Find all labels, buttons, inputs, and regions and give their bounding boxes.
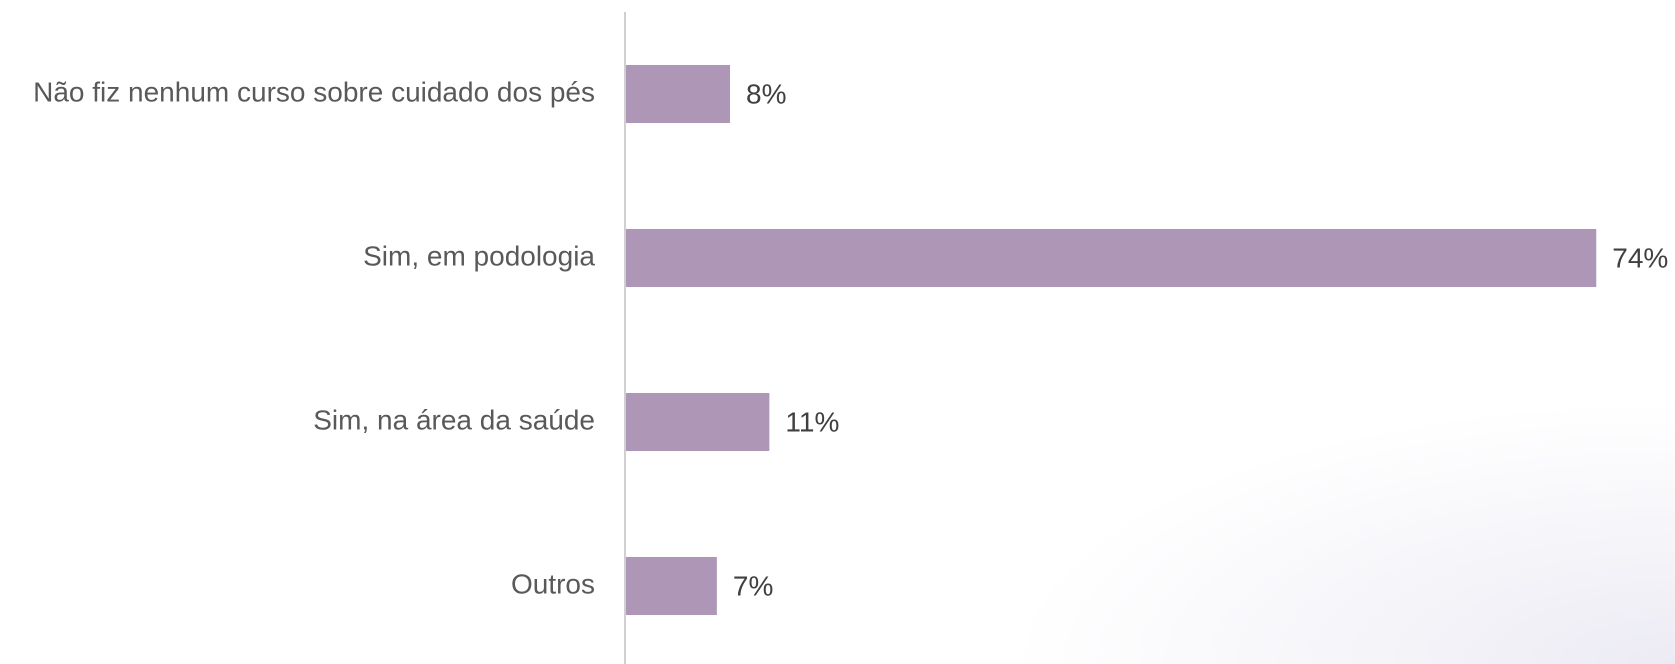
data-label: 11%: [785, 406, 839, 437]
bar: [625, 65, 730, 123]
category-label: Sim, em podologia: [363, 240, 595, 271]
data-label: 7%: [733, 570, 773, 601]
category-label: Não fiz nenhum curso sobre cuidado dos p…: [33, 76, 595, 107]
data-label: 8%: [746, 78, 786, 109]
bar: [625, 229, 1597, 287]
category-label: Outros: [511, 568, 595, 599]
bar: [625, 557, 717, 615]
data-label: 74%: [1612, 242, 1668, 273]
bar: [625, 393, 770, 451]
category-label: Sim, na área da saúde: [313, 404, 595, 435]
